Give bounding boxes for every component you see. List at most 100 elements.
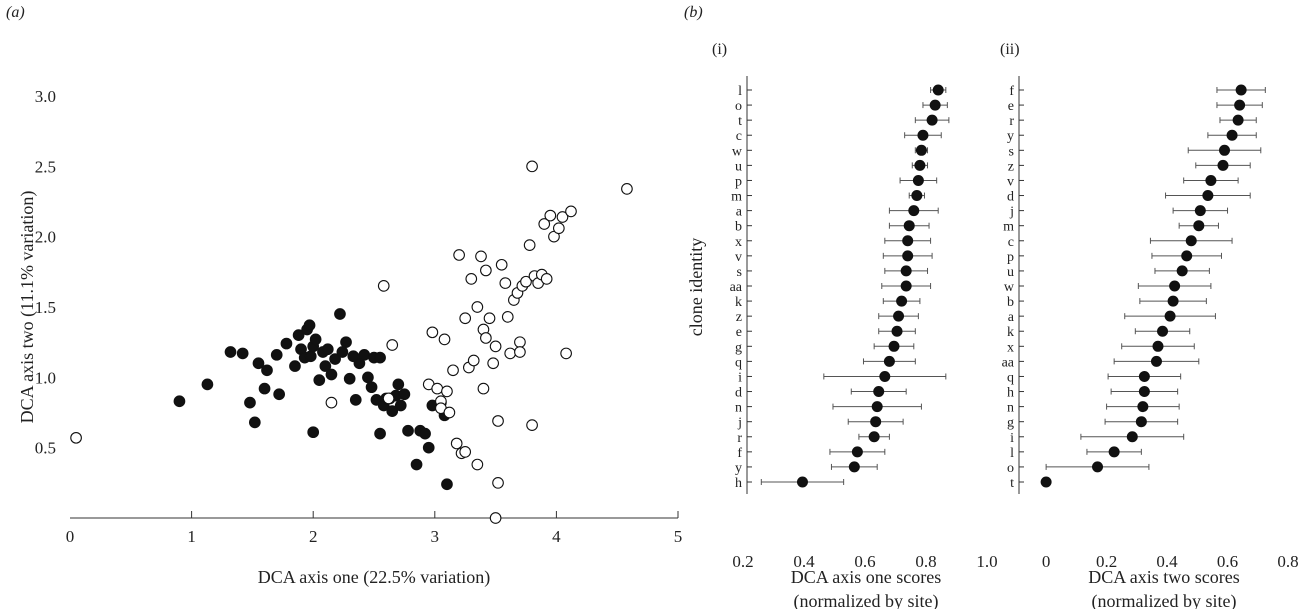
a-point-open [325,396,338,409]
bii-point [1235,84,1247,96]
bi-point [870,416,882,428]
bii-category-label: g [1007,416,1014,431]
a-point-open [467,354,480,367]
a-point-open [441,385,453,398]
a-point-filled [336,346,349,358]
bii-x-tick-label: 0 [1042,552,1051,571]
bi-category-label: e [736,325,742,340]
a-point-filled [289,360,301,372]
a-x-tick-label: 1 [187,527,196,546]
bi-category-label: c [736,129,742,144]
a-point-open [465,273,478,285]
a-y-tick-label: 2.5 [35,157,56,176]
bii-category-label: h [1007,386,1014,401]
a-point-open [475,250,487,263]
bi-point [879,370,891,382]
bii-category-label: b [1007,295,1014,310]
bii-category-label: r [1009,114,1014,129]
bi-x-tick-label: 1.0 [976,552,997,571]
a-point-filled [261,364,273,377]
bii-point [1138,386,1150,398]
bii-point [1194,205,1206,217]
a-point-open [483,312,496,325]
bi-category-label: l [738,84,742,99]
bi-point [873,386,885,398]
a-point-open [523,239,536,251]
bii-point [1167,295,1179,307]
a-point-open [431,382,444,395]
a-point-filled [392,378,405,391]
a-point-open [501,310,514,323]
a-x-tick-label: 5 [674,527,683,546]
a-point-filled [402,424,414,437]
bi-point [908,205,920,217]
bi-category-label: m [731,190,742,205]
bii-point [1181,250,1193,262]
bi-point [868,431,880,443]
a-point-open [492,476,504,489]
a-point-filled [236,347,249,360]
a-point-open [477,382,490,395]
bii-point [1135,416,1147,428]
a-point-open [426,326,439,339]
a-point-filled [173,395,186,408]
a-point-filled [358,348,371,361]
bii-point [1137,401,1149,413]
bii-point [1176,265,1188,277]
bi-x-axis-label-line2: (normalized by site) [794,591,939,609]
a-point-open [526,419,538,432]
bii-category-label: a [1008,310,1015,325]
bi-category-label: y [735,461,742,476]
bii-point [1219,144,1231,156]
a-point-filled [258,382,271,395]
bii-category-label: f [1009,84,1014,99]
bii-category-label: s [1009,144,1014,159]
bi-category-label: aa [730,280,743,295]
a-point-filled [303,319,316,332]
a-point-filled [347,350,360,363]
bi-category-label: f [737,446,742,461]
a-point-filled [394,399,407,412]
bi-category-label: p [735,174,742,189]
bi-x-tick-label: 0.8 [915,552,936,571]
a-point-filled [252,357,265,370]
bi-x-tick-label: 0.4 [793,552,815,571]
a-point-open [526,160,538,173]
bii-category-label: u [1007,265,1014,280]
a-point-open [438,333,451,346]
bii-category-label: l [1010,446,1014,461]
bi-point [929,99,941,111]
bii-category-label: m [1003,220,1014,235]
bi-point [911,190,923,202]
a-point-open [447,364,459,377]
a-point-open [514,346,526,358]
a-point-open [471,458,484,471]
bii-category-label: c [1008,235,1014,250]
a-point-filled [325,368,338,381]
a-point-open [538,218,551,230]
a-point-open [471,301,484,313]
bi-point [915,144,927,156]
bii-x-axis-label-line2: (normalized by site) [1092,591,1237,609]
bi-category-label: o [735,99,742,114]
bii-point [1157,325,1169,337]
bi-point [851,446,863,458]
a-point-open [499,277,512,289]
bii-category-label: k [1007,325,1014,340]
bi-point [896,295,908,307]
a-point-filled [386,405,399,417]
a-point-filled [374,351,386,364]
a-point-open [453,249,465,261]
a-point-open [495,258,508,271]
bi-category-label: s [737,265,742,280]
a-point-open [514,336,526,349]
bii-point [1126,431,1138,443]
bii-point [1040,476,1052,488]
bi-category-label: b [735,220,742,235]
bii-category-label: p [1007,250,1014,265]
bi-category-label: r [737,431,742,446]
bi-category-label: v [735,250,742,265]
a-point-filled [343,372,356,385]
bi-point [914,159,926,171]
panel-i-label: (i) [712,41,728,58]
